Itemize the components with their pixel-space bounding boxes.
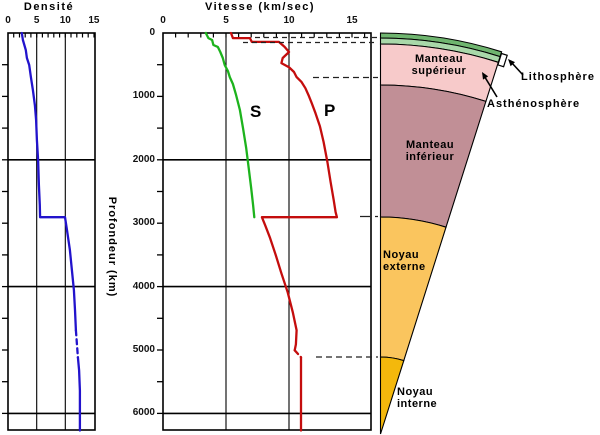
depth-connector-lines [243,36,378,358]
density-plot [2,31,96,432]
densite-frame [7,32,96,431]
lithosphere-arrowhead [508,59,515,67]
y-tick-label: 4000 [132,280,155,292]
label-noyau-externe: Noyau externe [383,249,426,273]
y-tick-label: 0 [149,27,155,38]
label-noyau-interne: Noyau interne [397,386,438,410]
density-curve-dashed [74,329,80,359]
depth-axis-label: Profondeur (km) [106,196,118,298]
p-wave-label: P [324,101,336,120]
label-lithosphere: Lithosphère [521,71,595,83]
x-tick-label: 5 [33,15,40,26]
asthenosphere-arrow [483,76,498,98]
vitesse-frame [162,32,372,431]
y-tick-label: 1000 [132,90,155,102]
x-tick-label: 10 [283,15,295,26]
p-wave-curve-dashed [293,349,303,359]
label-manteau-inferieur: Manteau inférieur [405,139,455,163]
velocity-plot [157,31,372,432]
density-curve-inner [76,356,82,432]
wedge-layer-noyau-externe [379,216,447,362]
s-wave-label: S [250,102,262,121]
y-tick-label: 2000 [132,153,155,165]
asthenosphere-arrowhead [482,72,489,80]
y-tick-label: 6000 [132,407,155,419]
x-tick-label: 0 [160,15,166,26]
annotations [482,52,524,98]
s-wave-curve [204,31,256,219]
label-manteau-superieur: Manteau supérieur [411,53,467,77]
label-asthenosphere: Asthénosphère [487,98,581,110]
x-tick-label: 10 [59,15,71,26]
density-title: Densité [23,1,75,13]
x-tick-label: 0 [5,15,11,26]
x-tick-label: 5 [223,15,229,26]
earth-wedge [379,32,503,435]
p-wave-curve [229,31,339,352]
wedge-layer-noyau-interne [379,356,405,435]
density-curve [20,31,78,332]
x-tick-label: 15 [88,15,100,26]
y-tick-label: 5000 [132,344,155,355]
y-tick-label: 3000 [132,217,155,229]
velocity-title: Vitesse (km/sec) [204,1,316,13]
lithosphere-arrow [510,61,524,76]
lithosphere-bracket [497,52,508,68]
x-tick-label: 15 [346,15,358,26]
